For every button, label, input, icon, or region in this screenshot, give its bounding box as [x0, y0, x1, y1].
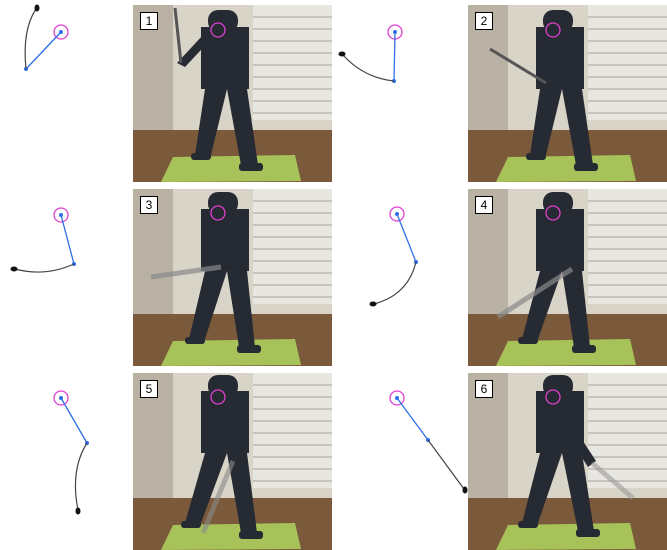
swing-diagram-3: [10, 207, 76, 273]
arm-line: [25, 31, 62, 70]
frame-number: 3: [140, 196, 158, 214]
frame-number: 4: [475, 196, 493, 214]
club-head: [34, 4, 40, 12]
frame-number: 5: [140, 380, 158, 398]
club-head: [75, 507, 81, 515]
arm-line: [60, 214, 75, 265]
arm-line: [60, 397, 88, 444]
swing-diagram-2: [338, 24, 403, 83]
arm-line: [396, 397, 429, 441]
swing-photo-5: 5: [133, 373, 332, 550]
frame-number: 2: [475, 12, 493, 30]
frame-number: 1: [140, 12, 158, 30]
club-head: [10, 266, 18, 272]
club-shaft: [14, 263, 75, 273]
swing-photo-2: 2: [468, 5, 667, 182]
swing-diagram-1: [24, 4, 69, 71]
frame-number: 6: [475, 380, 493, 398]
swing-diagram-6: [389, 390, 468, 494]
club-shaft: [373, 261, 417, 305]
pivot-circle: [53, 24, 69, 40]
swing-photo-3: 3: [133, 189, 332, 366]
pivot-circle: [53, 207, 69, 223]
pivot-dot: [393, 30, 397, 34]
club-head: [369, 301, 377, 307]
club-shaft: [24, 8, 37, 70]
swing-photo-6: 6: [468, 373, 667, 550]
swing-diagram-5: [53, 390, 89, 515]
club-head: [338, 51, 346, 57]
arm-line: [393, 31, 396, 82]
club-shaft: [74, 442, 88, 511]
pivot-circle: [53, 390, 69, 406]
swing-diagram-4: [369, 206, 418, 307]
club-shaft: [342, 54, 395, 82]
swing-photo-1: 1: [133, 5, 332, 182]
swing-photo-4: 4: [468, 189, 667, 366]
pivot-circle: [389, 206, 405, 222]
club-shaft: [427, 439, 465, 490]
pivot-circle: [389, 390, 405, 406]
club-head: [462, 486, 468, 494]
arm-line: [396, 213, 417, 263]
